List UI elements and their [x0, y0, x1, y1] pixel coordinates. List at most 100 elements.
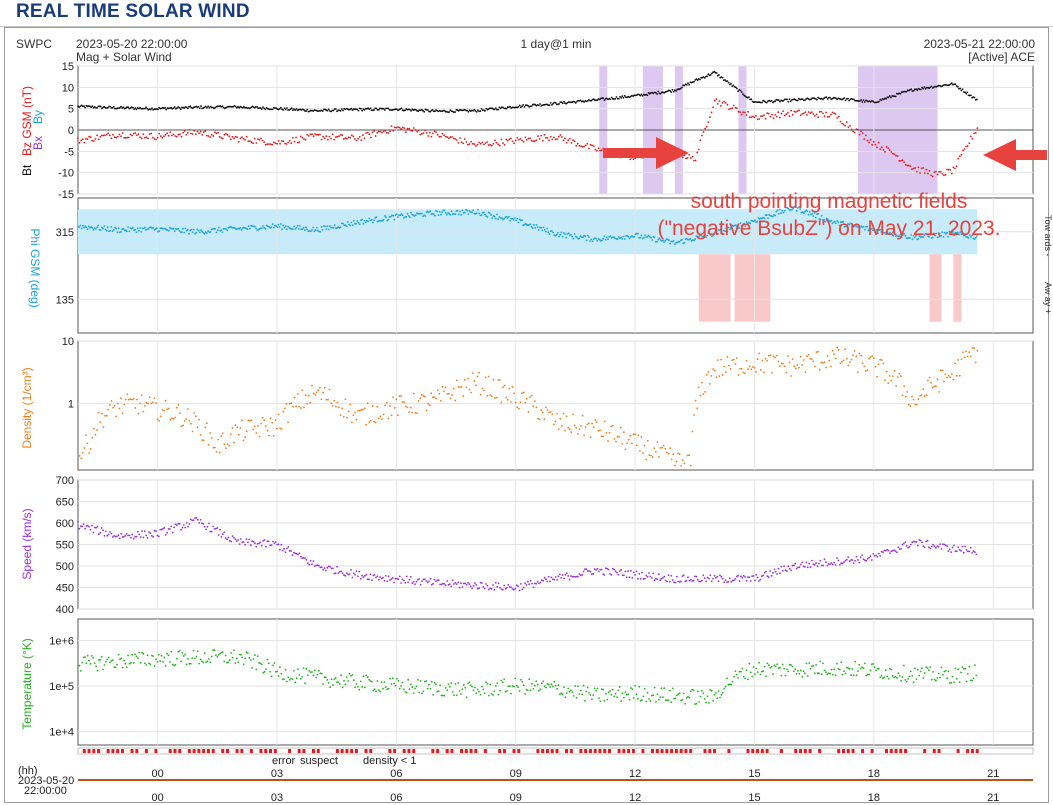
phi-point: [301, 228, 304, 231]
bz-point: [946, 168, 948, 171]
phi-point: [491, 217, 494, 219]
speed-point: [430, 583, 433, 586]
bz-point: [903, 161, 905, 164]
bz-point: [355, 139, 358, 142]
temperature-point: [478, 690, 480, 693]
quality-mark: [498, 749, 502, 753]
product-label: Mag + Solar Wind: [76, 50, 172, 64]
bt-point: [260, 108, 263, 110]
temperature-point: [283, 678, 285, 680]
density-point: [107, 408, 110, 411]
temperature-point: [790, 664, 792, 666]
bt-point: [777, 99, 780, 102]
phi-point: [633, 235, 636, 238]
quality-mark: [579, 749, 583, 753]
density-point: [327, 398, 329, 401]
temperature-point: [975, 674, 978, 677]
phi-point: [138, 229, 140, 232]
phi-point: [206, 232, 208, 235]
temperature-point: [326, 679, 329, 681]
density-point: [123, 403, 126, 406]
phi-point: [204, 231, 207, 234]
speed-point: [759, 578, 762, 581]
bt-point: [888, 95, 891, 97]
bz-point: [791, 113, 794, 116]
density-point: [172, 418, 175, 420]
density-point: [645, 458, 648, 461]
temperature-point: [812, 664, 815, 667]
bt-point: [583, 101, 585, 103]
temperature-point: [606, 698, 609, 701]
density-point: [131, 398, 134, 401]
bz-point: [710, 111, 713, 114]
quality-mark: [211, 749, 215, 753]
speed-point: [905, 544, 908, 547]
speed-point: [559, 573, 561, 576]
temperature-point: [706, 695, 709, 698]
bt-point: [178, 106, 181, 109]
bz-point: [495, 141, 498, 144]
temperature-point: [972, 677, 975, 680]
density-point: [465, 386, 468, 389]
temperature-point: [733, 675, 735, 678]
density-point: [844, 348, 847, 351]
speed-point: [102, 529, 104, 532]
phi-point: [958, 233, 960, 236]
temperature-point: [752, 666, 755, 668]
phi-point: [548, 233, 551, 236]
bt-point: [574, 102, 577, 104]
speed-point: [508, 586, 511, 588]
quality-mark: [655, 749, 659, 753]
y-tick-label: 135: [56, 294, 74, 306]
density-point: [882, 362, 885, 365]
bz-point: [311, 133, 313, 136]
speed-point: [969, 546, 972, 549]
bz-point: [971, 137, 974, 140]
phi-point: [441, 211, 443, 214]
bz-point: [871, 143, 874, 146]
temperature-point: [163, 656, 166, 659]
phi-point: [873, 228, 876, 231]
phi-point: [509, 220, 511, 222]
density-point: [354, 411, 356, 414]
bz-point: [809, 112, 812, 114]
quality-mark: [622, 749, 626, 753]
speed-point: [532, 586, 535, 589]
temperature-point: [657, 698, 660, 701]
phi-point: [436, 210, 439, 213]
temperature-point: [397, 680, 400, 682]
temperature-point: [596, 687, 599, 690]
bz-point: [304, 138, 307, 141]
density-point: [970, 355, 972, 358]
phi-point: [835, 222, 837, 225]
speed-point: [702, 574, 705, 576]
temperature-point: [720, 694, 723, 696]
density-point: [927, 379, 929, 382]
speed-point: [298, 552, 301, 555]
density-point: [852, 354, 854, 357]
bt-point: [179, 108, 182, 111]
page-title: REAL TIME SOLAR WIND: [16, 1, 250, 22]
temperature-point: [432, 694, 434, 696]
speed-point: [458, 586, 461, 589]
density-point: [740, 368, 743, 370]
temperature-point: [542, 680, 545, 683]
speed-point: [923, 546, 926, 549]
bz-point: [543, 134, 546, 136]
density-point: [949, 376, 952, 379]
bz-point: [180, 135, 183, 138]
speed-point: [643, 577, 646, 580]
density-point: [537, 417, 539, 420]
annotation-arrow-left: [603, 137, 689, 169]
bz-point: [279, 142, 281, 145]
density-point: [301, 389, 304, 392]
density-point: [406, 406, 409, 409]
speed-point: [334, 572, 337, 575]
temperature-point: [419, 680, 422, 682]
bz-point: [963, 148, 966, 150]
speed-point: [727, 580, 730, 583]
density-point: [807, 353, 810, 356]
bz-point: [108, 134, 111, 137]
density-point: [349, 403, 352, 406]
phi-point: [700, 234, 702, 237]
